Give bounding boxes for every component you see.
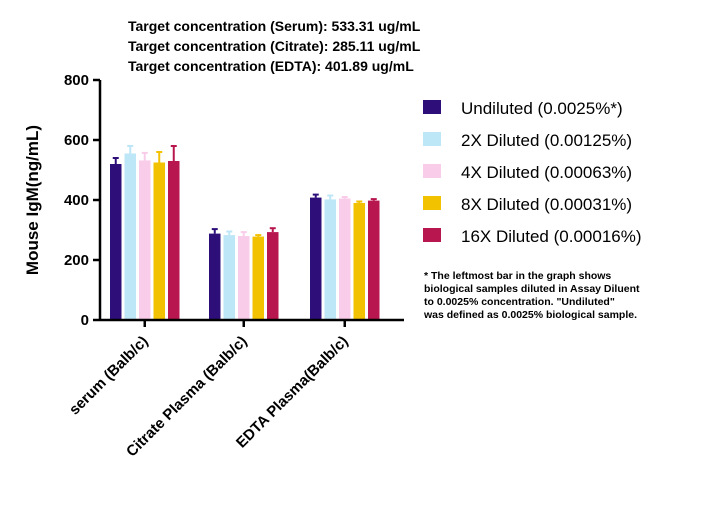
bar [310,197,322,320]
bar [353,203,365,320]
footnote: * The leftmost bar in the graph shows bi… [423,270,640,321]
bar [153,162,165,320]
note-line-3: to 0.0025% concentration. "Undiluted" [424,296,615,308]
title-line-3: Target concentration (EDTA): 401.89 ug/m… [128,58,414,74]
note-line-4: was defined as 0.0025% biological sample… [423,309,637,321]
bar [168,161,180,320]
legend-label: 8X Diluted (0.00031%) [461,195,632,214]
bar [110,164,122,320]
y-tick-label: 200 [64,252,89,269]
category-labels: serum (Balb/c)Citrate Plasma (Balb/c)EDT… [66,333,352,461]
bar [267,232,279,320]
y-tick-label: 800 [64,72,89,89]
y-tick-label: 400 [64,192,89,209]
category-label: serum (Balb/c) [66,333,152,419]
bar [139,160,151,320]
chart-title: Target concentration (Serum): 533.31 ug/… [128,18,421,74]
bars [110,145,380,320]
title-line-1: Target concentration (Serum): 533.31 ug/… [128,18,421,34]
legend-swatch [423,132,441,146]
category-label: EDTA Plasma(Balb/c) [233,333,352,452]
y-tick-label: 0 [81,312,89,329]
bar [339,198,351,320]
legend-label: 16X Diluted (0.00016%) [461,227,642,246]
bar [124,153,136,320]
bar [252,236,264,320]
legend-label: 4X Diluted (0.00063%) [461,163,632,182]
legend-swatch [423,196,441,210]
note-line-2: biological samples diluted in Assay Dilu… [424,283,640,295]
title-line-2: Target concentration (Citrate): 285.11 u… [128,38,421,54]
legend-swatch [423,228,441,242]
legend-label: 2X Diluted (0.00125%) [461,131,632,150]
bar [368,200,380,320]
legend-label: Undiluted (0.0025%*) [461,99,623,118]
bar [324,199,336,320]
bar [209,233,221,320]
legend-swatch [423,164,441,178]
note-line-1: * The leftmost bar in the graph shows [424,270,611,282]
legend: Undiluted (0.0025%*) 2X Diluted (0.00125%… [423,99,642,246]
legend-swatch [423,100,441,114]
y-axis-ticks: 0 200 400 600 800 [64,72,100,329]
bar [223,235,235,320]
bar [238,236,250,320]
axes [98,80,404,327]
y-tick-label: 600 [64,132,89,149]
y-axis-label: Mouse IgM(ng/mL) [23,125,42,275]
